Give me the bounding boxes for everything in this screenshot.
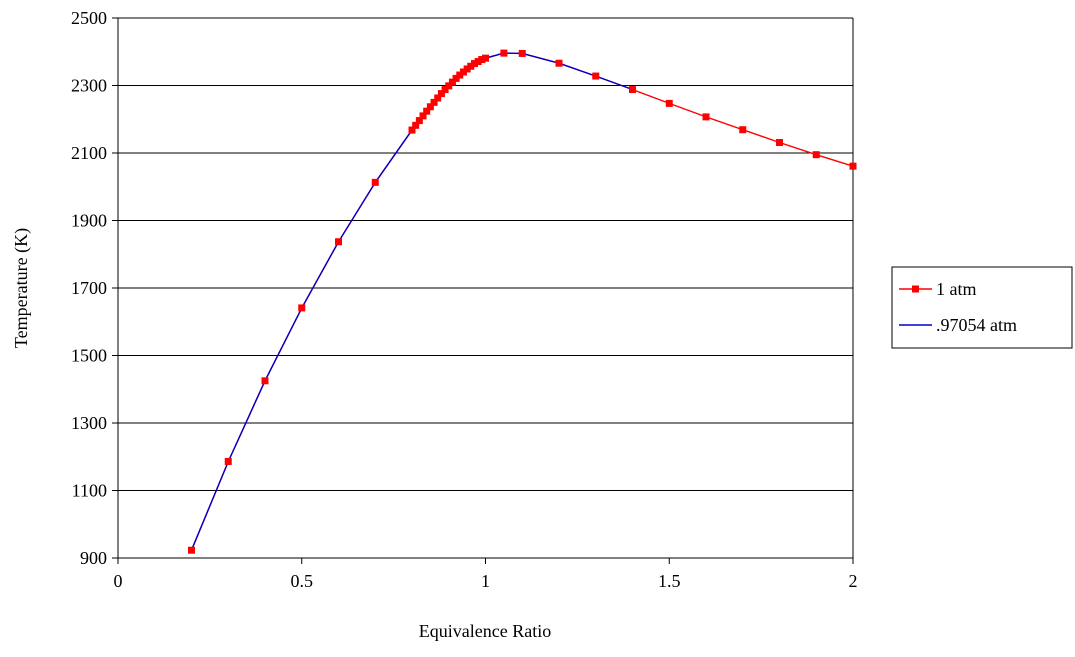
legend-marker (912, 285, 919, 293)
x-tick-label: 0 (114, 571, 123, 591)
data-point (500, 49, 508, 57)
legend-box (891, 266, 1073, 349)
series-group (188, 49, 857, 554)
data-point (702, 113, 710, 121)
y-tick-label: 1300 (71, 413, 107, 433)
legend: 1 atm .97054 atm (891, 266, 1073, 349)
y-tick-label: 2300 (71, 76, 107, 96)
data-point (261, 377, 269, 385)
x-tick-label: 1.5 (658, 571, 681, 591)
y-tick-label: 1900 (71, 211, 107, 231)
x-axis-title: Equivalence Ratio (419, 621, 551, 641)
data-point (456, 71, 464, 79)
data-point (423, 107, 431, 115)
data-point (426, 103, 434, 111)
legend-items: 1 atm .97054 atm (899, 279, 1017, 335)
data-point (430, 98, 438, 106)
data-point (419, 112, 427, 120)
data-point (188, 546, 195, 554)
data-point (776, 139, 783, 147)
y-tick-label: 1100 (72, 481, 107, 501)
data-point (665, 99, 673, 107)
data-point (518, 49, 526, 57)
data-point (849, 162, 857, 170)
x-axis-ticks: 0 0.5 1 1.5 2 (114, 558, 858, 591)
y-tick-label: 900 (80, 548, 107, 568)
data-point (298, 304, 306, 312)
data-point (555, 59, 563, 67)
x-tick-label: 0.5 (291, 571, 314, 591)
data-point (452, 74, 460, 82)
data-point (482, 54, 489, 62)
data-point (434, 94, 442, 102)
y-tick-label: 2500 (71, 8, 107, 28)
y-axis-ticks: 900 1100 1300 1500 1700 1900 2100 2300 2500 (71, 8, 118, 568)
data-point (371, 178, 379, 186)
data-point (474, 58, 482, 66)
data-point (448, 78, 456, 86)
y-tick-label: 1500 (71, 346, 107, 366)
data-point (412, 121, 420, 129)
data-point (467, 62, 475, 70)
y-tick-label: 1700 (71, 278, 107, 298)
y-axis-title: Temperature (K) (11, 228, 32, 348)
data-point (812, 151, 820, 159)
data-point (478, 56, 486, 64)
data-point (335, 238, 342, 246)
data-point (459, 68, 467, 76)
data-point (415, 117, 423, 125)
data-point (437, 90, 445, 98)
data-point (470, 60, 478, 68)
y-tick-label: 2100 (71, 143, 107, 163)
legend-label: 1 atm (936, 279, 977, 299)
data-point (629, 86, 636, 94)
data-point (463, 65, 471, 73)
data-point (739, 126, 747, 134)
x-tick-label: 1 (481, 571, 490, 591)
data-point (592, 72, 600, 80)
data-point (441, 86, 449, 94)
legend-label: .97054 atm (936, 315, 1017, 335)
data-point (445, 82, 453, 90)
x-tick-label: 2 (849, 571, 858, 591)
data-point (408, 126, 416, 134)
gridlines (118, 17, 853, 491)
data-point (224, 457, 232, 465)
